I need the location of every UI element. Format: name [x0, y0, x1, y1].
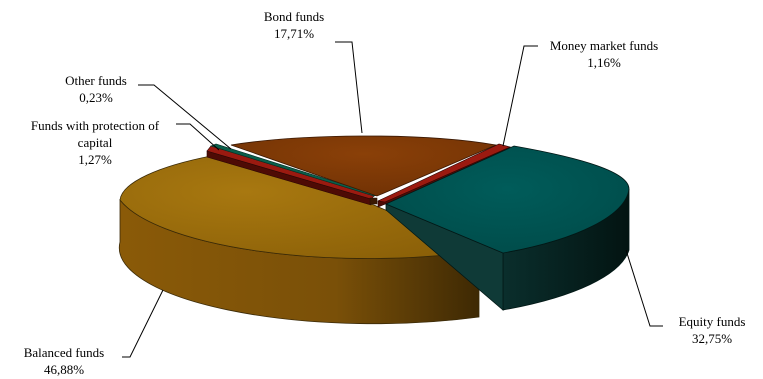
slice-bond-funds — [230, 135, 498, 197]
leader-line-equity-funds — [625, 249, 663, 327]
label-value-equity-funds: 32,75% — [692, 331, 732, 346]
slice-balanced-funds — [119, 155, 481, 259]
leader-lines — [122, 41, 663, 358]
leader-line-bond-funds — [335, 41, 363, 134]
leader-line-money-market-funds — [502, 45, 538, 147]
label-name-bond-funds: Bond funds — [264, 9, 324, 24]
label-name-balanced-funds: Balanced funds — [24, 345, 105, 360]
label-name-money-market-funds: Money market funds — [550, 38, 658, 53]
label-value-money-market-funds: 1,16% — [587, 55, 621, 70]
leader-line-balanced-funds — [122, 289, 164, 358]
label-name-other-funds: Other funds — [65, 73, 127, 88]
slice-money-market-funds — [376, 143, 511, 203]
label-value-other-funds: 0,23% — [79, 90, 113, 105]
label-name-funds-with-protection-line2: capital — [78, 135, 113, 150]
leader-line-other-funds — [138, 84, 232, 150]
label-value-balanced-funds: 46,88% — [44, 362, 84, 377]
label-value-funds-with-protection: 1,27% — [78, 152, 112, 167]
leader-line-funds-with-protection — [176, 123, 220, 151]
pie-slices — [118, 135, 630, 325]
slice-equity-funds — [384, 145, 630, 254]
label-value-bond-funds: 17,71% — [274, 26, 314, 41]
slice-bond-funds-side — [369, 197, 378, 205]
label-name-funds-with-protection-line1: Funds with protection of — [31, 118, 160, 133]
label-name-equity-funds: Equity funds — [679, 314, 746, 329]
data-labels: Bond funds 17,71% Money market funds 1,1… — [24, 9, 746, 377]
